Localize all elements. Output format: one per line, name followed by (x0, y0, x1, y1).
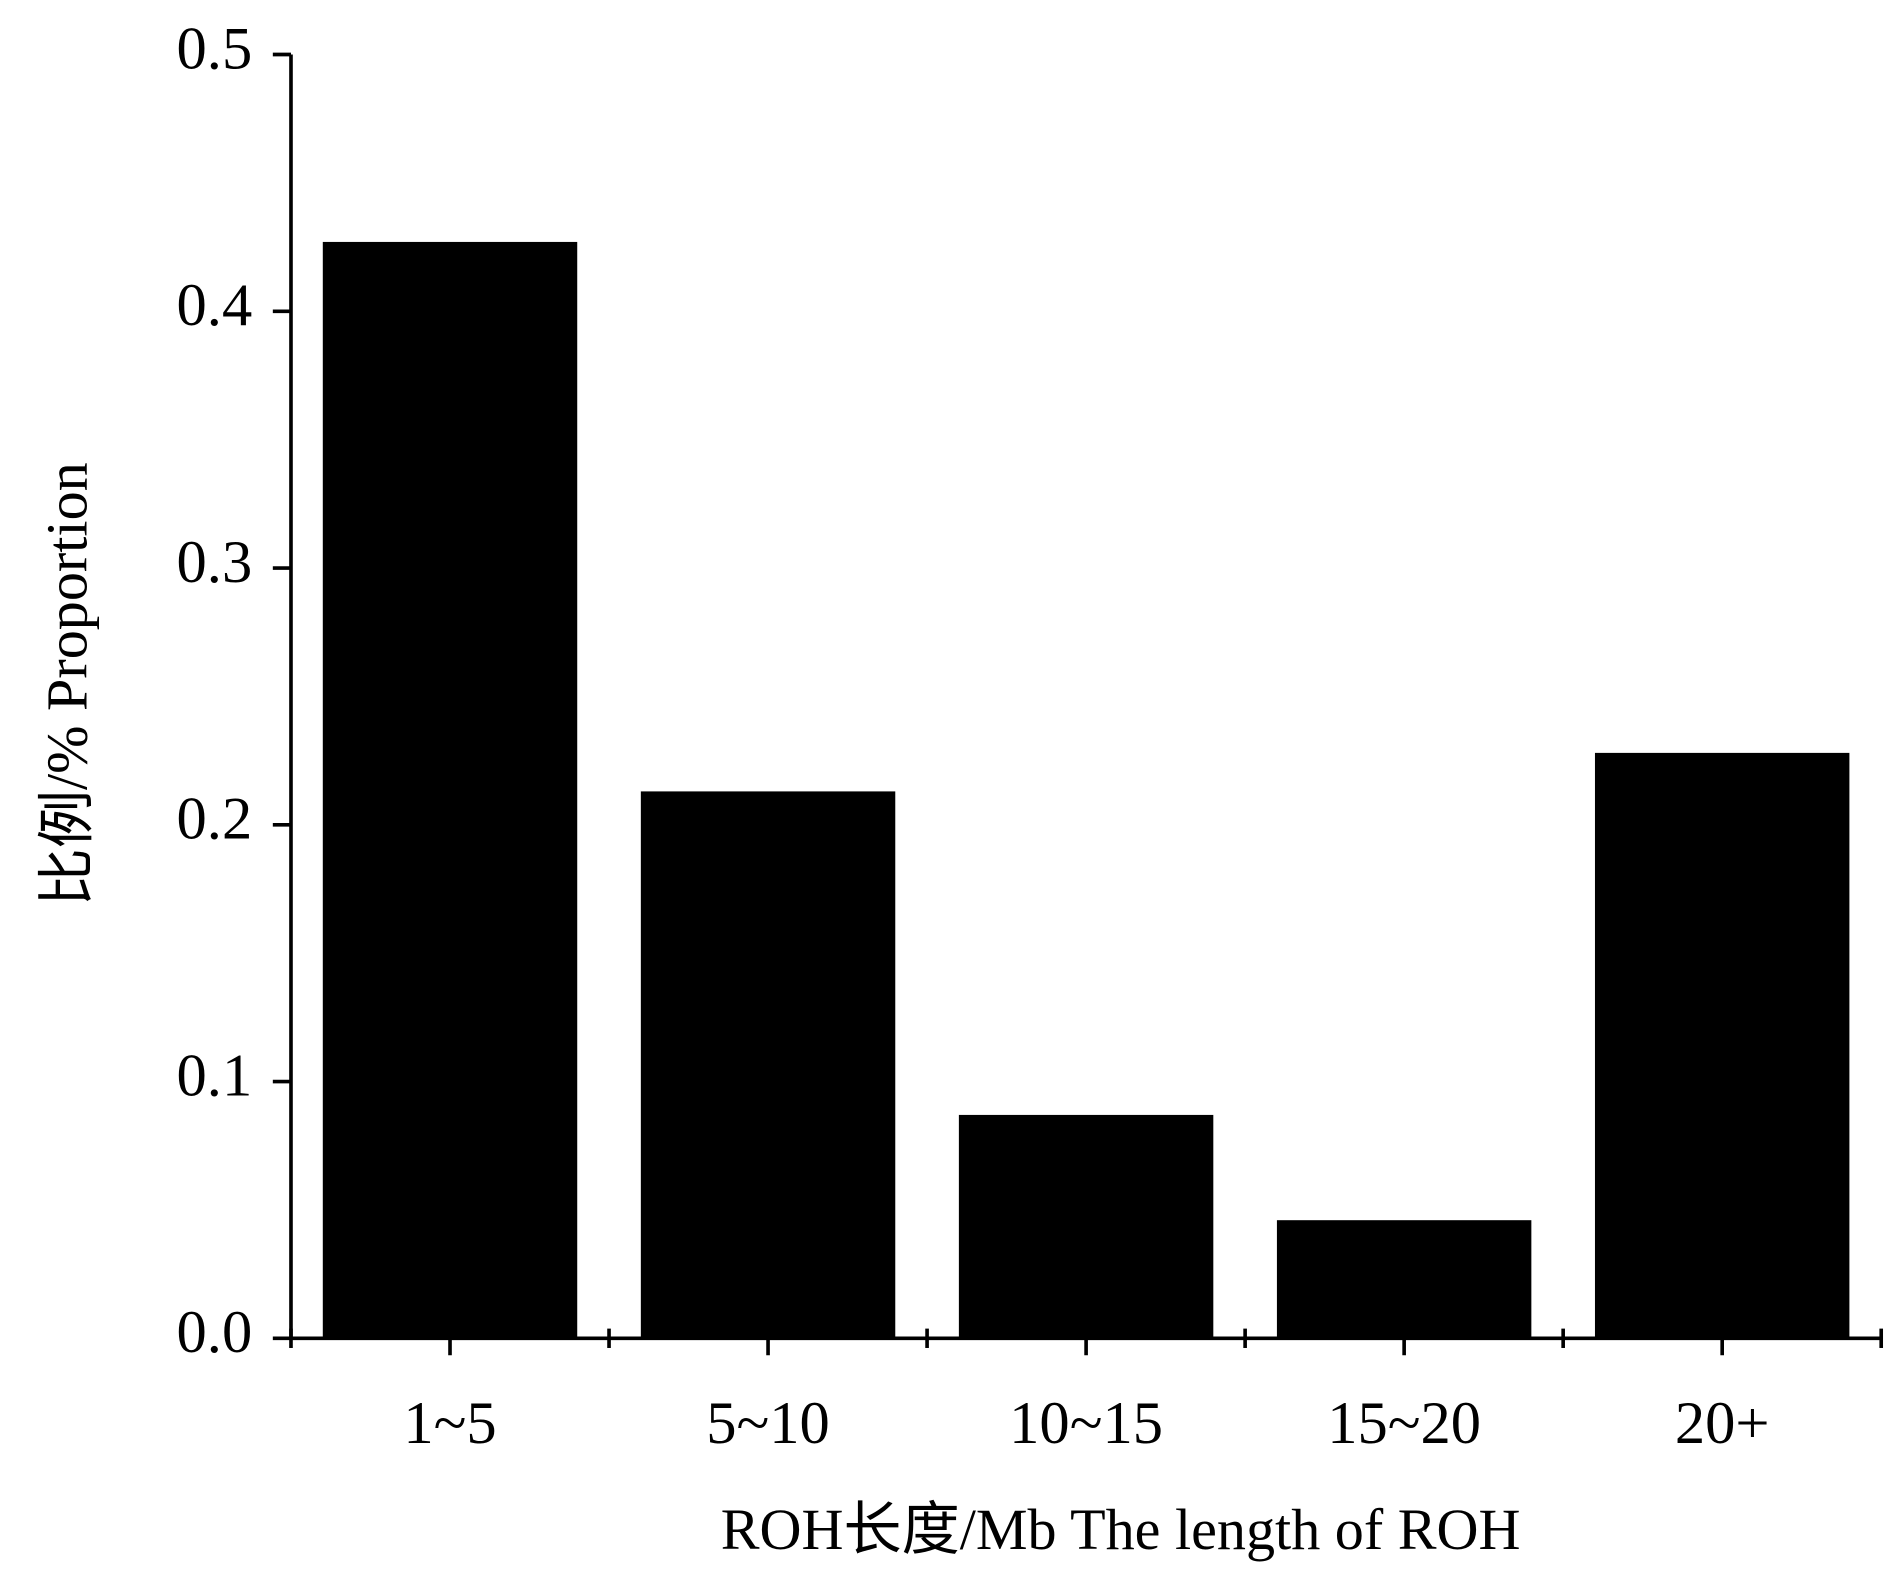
x-tick-label: 20+ (1675, 1390, 1770, 1457)
x-tick-label: 1~5 (403, 1390, 496, 1457)
bar (958, 1114, 1214, 1339)
y-tick-label: 0.1 (177, 1042, 253, 1109)
y-tick-label: 0.3 (177, 529, 253, 596)
x-axis-title: ROH长度/Mb The length of ROH (721, 1497, 1521, 1562)
y-tick-label: 0.0 (177, 1299, 253, 1366)
y-axis-title: 比例/% Proportion (34, 462, 99, 906)
bar (1276, 1220, 1532, 1339)
x-tick-label: 15~20 (1327, 1390, 1481, 1457)
x-tick-label: 5~10 (706, 1390, 830, 1457)
y-tick-label: 0.2 (177, 786, 253, 853)
y-tick-label: 0.5 (177, 15, 253, 82)
bar (322, 241, 578, 1339)
bar (1594, 752, 1850, 1339)
bar (640, 791, 896, 1339)
x-tick-label: 10~15 (1009, 1390, 1163, 1457)
y-tick-label: 0.4 (177, 272, 253, 339)
